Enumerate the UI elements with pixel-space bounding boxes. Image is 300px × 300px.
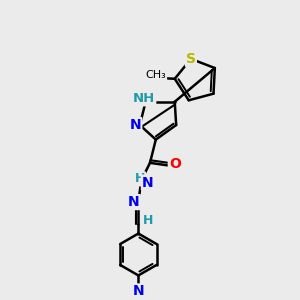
Text: N: N [130,118,141,132]
Text: S: S [186,52,196,66]
Text: O: O [169,157,181,171]
Text: NH: NH [133,92,155,105]
Text: N: N [128,195,140,209]
Text: N: N [142,176,154,190]
Text: H: H [142,214,153,227]
Text: N: N [133,284,144,298]
Text: H: H [135,172,145,185]
Text: CH₃: CH₃ [146,70,166,80]
